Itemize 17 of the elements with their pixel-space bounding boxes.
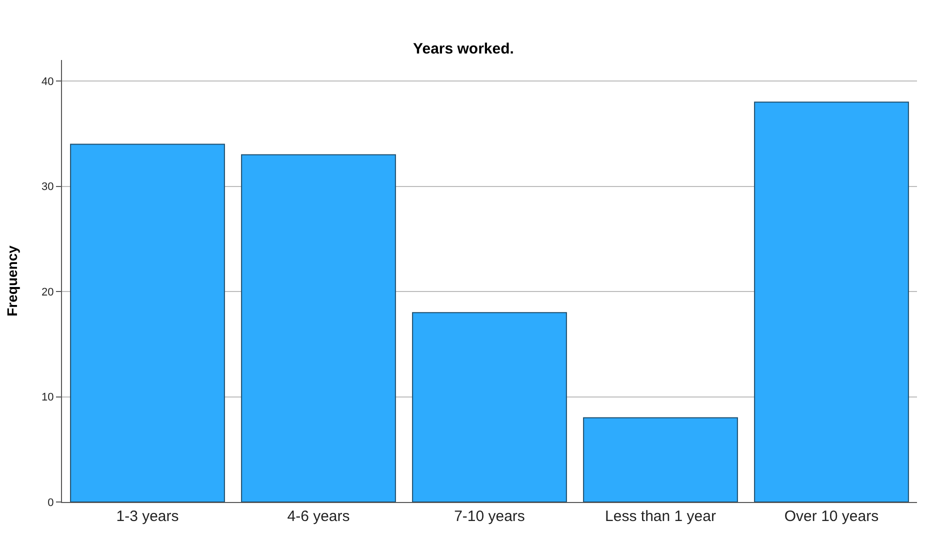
bar [70, 144, 225, 502]
y-tick-label: 0 [48, 496, 54, 509]
x-tick-label: 1-3 years [116, 508, 179, 525]
bar [754, 102, 909, 502]
bar [241, 154, 396, 502]
y-axis-title: Frequency [4, 245, 20, 316]
x-tick-label: 4-6 years [287, 508, 350, 525]
y-tick-label: 40 [42, 76, 54, 88]
chart-title: Years worked. [413, 40, 514, 58]
bar [412, 312, 567, 502]
bar [583, 417, 738, 502]
y-tick-label: 30 [42, 181, 54, 194]
x-tick-label: 7-10 years [454, 508, 525, 525]
y-tick-label: 20 [42, 286, 54, 298]
y-tick-label: 10 [42, 392, 54, 404]
x-tick-label: Less than 1 year [605, 508, 716, 525]
x-tick-label: Over 10 years [784, 508, 879, 525]
